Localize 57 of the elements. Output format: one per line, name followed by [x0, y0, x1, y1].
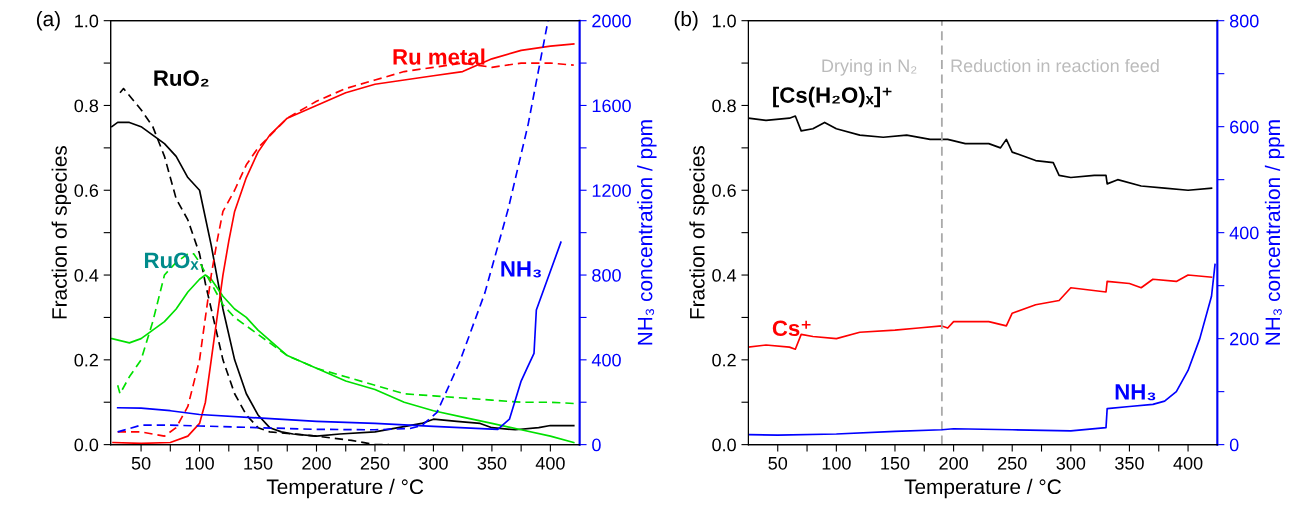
- y-axis-title: Fraction of species: [689, 145, 709, 319]
- x-tick-label: 400: [535, 456, 565, 470]
- x-tick-label: 100: [822, 456, 851, 470]
- y2-tick-label: 400: [591, 353, 621, 367]
- y-tick-label: 0.8: [74, 99, 99, 113]
- x-tick-label: 250: [998, 456, 1027, 470]
- y-tick-label: 0.6: [74, 184, 99, 197]
- x-axis-title: Temperature / °C: [904, 478, 1061, 499]
- y2-tick-label: 600: [1230, 120, 1259, 134]
- y-tick-label: 0.2: [712, 353, 736, 367]
- x-tick-label: 50: [768, 456, 788, 470]
- y2-tick-label: 200: [1230, 332, 1259, 346]
- y2-tick-label: 800: [592, 268, 621, 282]
- x-tick-label: 400: [1173, 456, 1203, 470]
- x-tick-label: 50: [131, 456, 151, 470]
- x-tick-label: 150: [881, 456, 910, 470]
- y2-tick-label: 0: [1229, 438, 1239, 452]
- series-label: NH₃: [501, 261, 541, 278]
- y2-tick-label: 400: [1229, 226, 1259, 240]
- y-tick-label: 0.4: [712, 268, 737, 282]
- series-label: Cs⁺: [772, 320, 811, 337]
- y-tick-label: 0.4: [74, 268, 99, 282]
- x-tick-label: 350: [1115, 456, 1144, 470]
- x-tick-label: 300: [419, 456, 448, 470]
- x-tick-label: 200: [939, 456, 968, 470]
- x-tick-label: 250: [360, 456, 390, 470]
- y2-tick-label: 1200: [592, 184, 631, 197]
- y2-tick-label: 800: [1229, 14, 1259, 28]
- y2-axis-title: NH₃ concentration / ppm: [637, 120, 657, 345]
- y-tick-label: 1.0: [712, 14, 736, 28]
- series-label: RuOₓ: [144, 252, 199, 270]
- y2-tick-label: 1600: [592, 99, 631, 113]
- y-tick-label: 0.8: [712, 99, 736, 113]
- series-label: Ru metal: [393, 48, 485, 65]
- series-label: RuO₂: [154, 70, 209, 87]
- x-tick-label: 150: [244, 456, 273, 470]
- x-tick-label: 350: [477, 456, 507, 470]
- x-axis-title: Temperature / °C: [266, 478, 424, 499]
- y2-tick-label: 2000: [592, 14, 631, 28]
- y-tick-label: 0.0: [74, 438, 99, 452]
- y-axis-title: Fraction of species: [51, 145, 71, 319]
- y-tick-label: 1.0: [75, 14, 99, 28]
- y-tick-label: 0.0: [712, 438, 736, 452]
- y2-axis-title: NH₃ concentration / ppm: [1264, 120, 1285, 345]
- annotation: Reduction in reaction feed: [951, 58, 1159, 73]
- text: (a): [36, 10, 60, 31]
- annotation: Drying in N₂: [822, 58, 917, 76]
- y2-tick-label: 0: [592, 438, 601, 452]
- y-tick-label: 0.6: [712, 184, 736, 197]
- line-series: [748, 274, 1213, 351]
- series-label: NH₃: [1115, 384, 1156, 401]
- series-label: [Cs(H₂O)ₓ]⁺: [773, 86, 892, 108]
- x-tick-label: 300: [1056, 456, 1086, 470]
- x-tick-label: 100: [185, 456, 214, 470]
- x-tick-label: 200: [302, 456, 331, 470]
- y-tick-label: 0.2: [74, 353, 98, 367]
- text: (b): [674, 10, 698, 31]
